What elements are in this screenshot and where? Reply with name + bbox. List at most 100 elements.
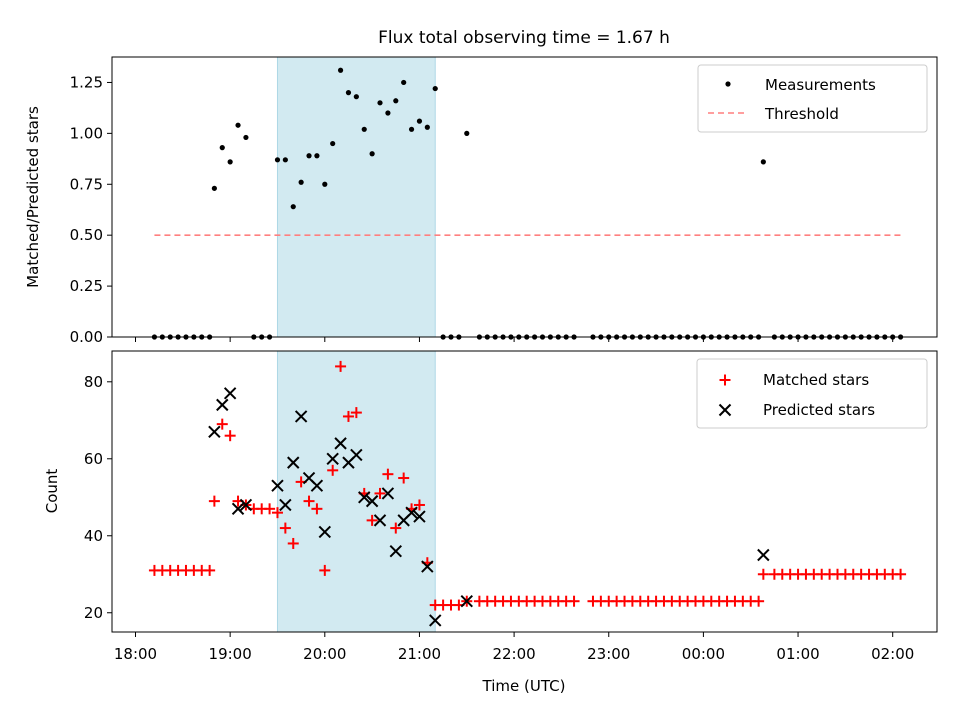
- predicted-star-point: [358, 491, 371, 504]
- top-x-axis-ticks: [135, 337, 894, 342]
- predicted-star-point: [287, 456, 300, 469]
- top-y-tick-label: 1.25: [70, 73, 103, 91]
- measurement-point: [314, 153, 320, 159]
- bottom-y-tick-label: 60: [84, 450, 103, 468]
- x-tick-label: 00:00: [682, 645, 725, 663]
- top-y-tick-label: 0.00: [70, 328, 103, 346]
- bottom-x-axis: 18:00 19:00 20:00 21:00 22:00 23:00 00:00 01:00…: [114, 632, 914, 663]
- measurement-point: [432, 85, 438, 92]
- predicted-star-point: [389, 544, 402, 558]
- measurement-point: [393, 98, 399, 104]
- x-tick-label: 20:00: [303, 645, 346, 663]
- measurement-point: [464, 130, 470, 136]
- top-legend-frame: [697, 64, 928, 133]
- matched-star-point: [287, 537, 299, 549]
- matched-star-point: [264, 503, 276, 515]
- matched-star-point: [382, 468, 394, 480]
- top-y-tick-label: 1.00: [70, 124, 103, 142]
- measurement-point: [361, 126, 367, 132]
- measurements-legend-label: Measurements: [765, 76, 876, 94]
- measurement-point: [330, 140, 336, 147]
- threshold-legend-label: Threshold: [764, 105, 839, 123]
- measurement-point: [290, 204, 296, 210]
- matched-star-point: [757, 568, 769, 580]
- x-tick-label: 18:00: [114, 645, 157, 663]
- predicted-star-point: [216, 398, 229, 412]
- measurement-point: [401, 79, 407, 86]
- measurement-point: [408, 126, 415, 132]
- measurement-point: [219, 145, 225, 151]
- bottom-y-axis-label: Count: [43, 469, 61, 514]
- measurements-legend-marker: [725, 81, 731, 87]
- measurement-point: [385, 110, 391, 116]
- matched-star-point: [208, 495, 220, 507]
- bottom-shaded-span: [276, 350, 436, 633]
- x-tick-label: 21:00: [398, 645, 441, 663]
- measurement-point: [353, 94, 359, 100]
- matched-star-point: [311, 503, 323, 515]
- predicted-star-point: [231, 502, 245, 516]
- x-axis-label: Time (UTC): [482, 677, 566, 695]
- bottom-y-tick-label: 80: [84, 373, 103, 391]
- predicted-star-point: [271, 479, 284, 492]
- matched-star-point: [390, 522, 402, 534]
- predicted-star-points: [208, 387, 770, 627]
- predicted-star-point: [365, 494, 379, 508]
- matched-star-point: [350, 407, 362, 419]
- matched-star-point: [895, 568, 907, 580]
- predicted-star-point: [334, 437, 347, 450]
- top-panel-frame: [111, 56, 938, 338]
- matched-star-point: [568, 595, 580, 607]
- predicted-star-point: [294, 410, 308, 423]
- measurement-point: [322, 181, 328, 187]
- bottom-y-tick-label: 40: [84, 527, 103, 545]
- predicted-legend-cross: [718, 403, 732, 417]
- predicted-legend-label: Predicted stars: [763, 401, 875, 419]
- x-tick-label: 19:00: [209, 645, 252, 663]
- matched-star-point: [303, 495, 315, 507]
- matched-legend-marker: [719, 374, 731, 386]
- x-tick-label: 02:00: [871, 645, 914, 663]
- bottom-y-axis: 20 40 60 80: [84, 373, 112, 622]
- measurement-points: [151, 67, 904, 340]
- predicted-star-point: [279, 498, 292, 512]
- top-y-tick-label: 0.50: [70, 226, 103, 244]
- top-y-axis: 0.00 0.25 0.50 0.75 1.00 1.25: [70, 73, 112, 346]
- matched-star-point: [335, 360, 347, 372]
- predicted-star-point: [413, 510, 426, 523]
- measurement-point: [377, 100, 383, 106]
- bottom-legend: Matched stars Predicted stars: [696, 358, 928, 429]
- measurement-point: [306, 153, 312, 159]
- matched-legend-plus: [719, 374, 731, 386]
- measurement-point: [282, 157, 288, 163]
- matched-star-point: [327, 464, 339, 476]
- matched-star-point: [204, 564, 216, 576]
- predicted-star-point: [223, 387, 237, 400]
- x-tick-label: 01:00: [776, 645, 819, 663]
- matched-star-point: [224, 430, 236, 442]
- bottom-legend-frame: [696, 358, 928, 429]
- measurement-point: [227, 159, 233, 165]
- x-tick-label: 22:00: [492, 645, 535, 663]
- measurement-point: [298, 179, 304, 185]
- predicted-star-point: [373, 514, 387, 527]
- matched-star-point: [216, 418, 228, 430]
- measurement-point: [416, 118, 423, 124]
- measurement-point: [211, 185, 217, 191]
- matched-star-point: [319, 564, 331, 576]
- measurement-point: [760, 159, 766, 165]
- predicted-star-point: [460, 594, 473, 608]
- measurement-point: [274, 157, 281, 163]
- matched-star-point: [342, 410, 354, 422]
- measurement-point: [369, 151, 375, 157]
- bottom-panel-frame: [111, 350, 938, 633]
- predicted-legend-marker: [718, 403, 732, 417]
- predicted-star-point: [239, 498, 253, 512]
- measurement-point: [235, 122, 241, 128]
- predicted-star-point: [381, 487, 395, 500]
- predicted-star-point: [310, 479, 324, 492]
- top-y-axis-label: Matched/Predicted stars: [24, 106, 42, 288]
- bottom-y-tick-label: 20: [84, 604, 103, 622]
- x-tick-label: 23:00: [587, 645, 630, 663]
